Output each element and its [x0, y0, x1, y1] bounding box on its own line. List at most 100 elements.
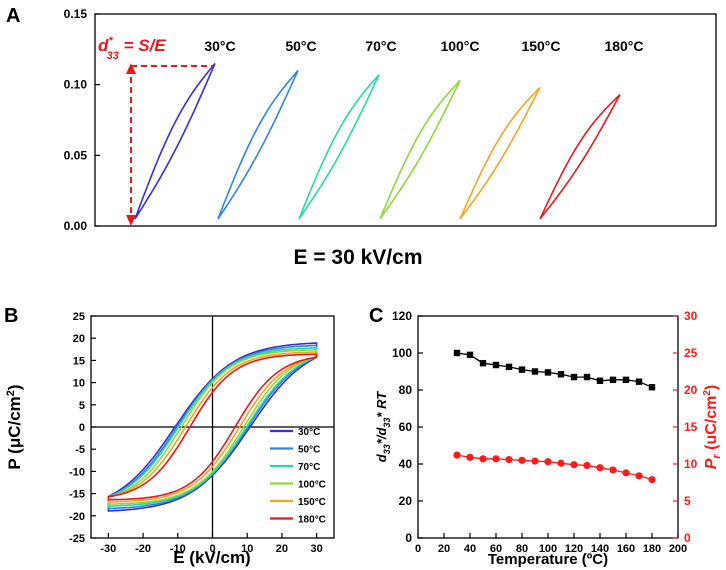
b-ytick-label: -10: [69, 466, 85, 478]
b-legend-unit: °C: [309, 427, 320, 438]
c-xtick-label: 40: [464, 543, 476, 555]
c-pr-point: [479, 455, 487, 463]
b-hysteresis-loop: [107, 349, 318, 505]
b-legend-label: 30°C: [298, 427, 320, 438]
a-ytick-label: 0.10: [64, 78, 88, 92]
b-ytick-label: -20: [69, 511, 85, 523]
panel-c-ylabel-right: Pr (uC/cm2): [702, 385, 723, 470]
c-pr-point: [635, 472, 643, 480]
c-ytick-right-label: 15: [684, 420, 698, 434]
c-pr-point: [570, 461, 578, 469]
c-pr-point: [648, 475, 656, 484]
arrow-head-down: [126, 215, 136, 226]
c-xtick-label: 0: [415, 543, 421, 555]
c-ytick-left-label: 80: [399, 383, 413, 397]
b-legend-temp: 50: [298, 445, 310, 456]
panel-a: 0.00 0.05 0.10 0.15 30°C 50°C 70°C 100°C 150°C 1…: [64, 7, 717, 269]
panel-c-xlabel: Temperature (ºC): [488, 551, 608, 568]
c-xtick-label: 200: [669, 543, 687, 555]
b-legend-label: 150°C: [298, 497, 326, 508]
c-pr-point: [609, 466, 617, 474]
c-pr-point: [557, 459, 565, 467]
b-ytick-label: 5: [79, 400, 85, 412]
b-hysteresis-loop: [107, 344, 318, 510]
c-d33-point: [466, 351, 474, 359]
c-pr-point: [453, 451, 461, 459]
c-pr-point: [596, 464, 604, 472]
c-ytick-right-label: 20: [684, 383, 698, 397]
c-ytick-right-label: 5: [684, 494, 691, 508]
c-d33-point: [596, 377, 604, 384]
c-xtick-label: 180: [643, 543, 661, 555]
a-temp-label: 70°C: [365, 38, 396, 54]
c-pr-point: [466, 453, 474, 461]
c-ytick-left-label: 120: [392, 309, 412, 323]
panel-a-xlabel: E = 30 kV/cm: [293, 246, 422, 269]
b-legend-unit: °C: [309, 462, 320, 473]
b-legend-unit: °C: [315, 497, 326, 508]
panel-c-frame: [417, 315, 679, 539]
b-ytick-label: -25: [69, 533, 85, 545]
b-legend-temp: 30: [298, 427, 310, 438]
c-d33-point: [570, 373, 578, 381]
b-legend-unit: °C: [309, 445, 320, 456]
panel-label-b: B: [4, 305, 18, 327]
c-pr-point: [583, 461, 591, 470]
panel-a-frame: [94, 13, 717, 227]
a-ytick-label: 0.00: [64, 219, 88, 233]
c-ytick-right-label: 30: [684, 309, 698, 323]
b-ytick-label: 20: [73, 333, 85, 345]
c-d33-point: [453, 349, 461, 357]
c-ytick-left-label: 20: [399, 494, 413, 508]
c-d33-point: [583, 373, 591, 381]
b-legend-label: 70°C: [298, 462, 320, 473]
b-ytick-label: 0: [79, 422, 85, 434]
b-ytick-label: 25: [73, 311, 85, 323]
c-d33-point: [492, 361, 500, 369]
c-d33-point: [557, 371, 565, 378]
annotation-formula: d* 33 = S/E: [98, 35, 166, 62]
panel-b-xlabel: E (kV/cm): [173, 548, 250, 567]
b-xtick-label: -10: [170, 543, 186, 555]
c-ytick-left-label: 100: [392, 346, 412, 360]
b-legend-label: 50°C: [298, 445, 320, 456]
c-xtick-label: 60: [490, 543, 502, 555]
c-pr-point: [622, 469, 630, 477]
b-legend-label: 180°C: [298, 515, 326, 526]
c-d33-point: [609, 376, 617, 384]
b-xtick-label: 10: [241, 543, 253, 555]
a-temp-label: 30°C: [204, 38, 235, 54]
b-xtick-label: 30: [311, 543, 323, 555]
a-strain-curve: [217, 69, 299, 220]
b-hysteresis-loop: [107, 342, 318, 512]
c-pr-point: [505, 455, 513, 464]
c-ytick-left-label: 40: [399, 457, 413, 471]
b-xtick-label: -20: [135, 543, 151, 555]
b-xtick-label: -30: [100, 543, 116, 555]
c-pr-point: [544, 458, 552, 466]
c-series-line: [456, 454, 653, 481]
b-ytick-label: 10: [73, 378, 85, 390]
b-ytick-label: 15: [73, 355, 85, 367]
a-strain-curve: [298, 74, 380, 220]
a-ytick-label: 0.05: [64, 148, 88, 162]
a-ytick-label: 0.15: [64, 7, 88, 21]
b-legend-temp: 150: [298, 497, 315, 508]
c-xtick-label: 120: [565, 543, 583, 555]
panel-b: -30 -20 -10 0 10 20 30 -25 -20 -15 -10 -5 0 5 10 15 20 25…: [5, 311, 335, 567]
c-ytick-left-label: 0: [405, 531, 412, 545]
b-hysteresis-loop: [107, 351, 318, 503]
c-xtick-label: 20: [438, 543, 450, 555]
c-pr-point: [518, 456, 526, 464]
c-d33-point: [622, 376, 630, 384]
b-hysteresis-loop: [107, 353, 318, 501]
panel-label-c: C: [369, 305, 383, 327]
c-pr-point: [531, 457, 539, 465]
b-legend-unit: °C: [315, 515, 326, 526]
c-ytick-right-label: 10: [684, 457, 698, 471]
b-legend-temp: 70: [298, 462, 310, 473]
b-hysteresis-loop: [107, 346, 318, 508]
c-xtick-label: 100: [539, 543, 557, 555]
c-d33-point: [544, 369, 552, 376]
a-temp-label: 180°C: [604, 38, 643, 54]
